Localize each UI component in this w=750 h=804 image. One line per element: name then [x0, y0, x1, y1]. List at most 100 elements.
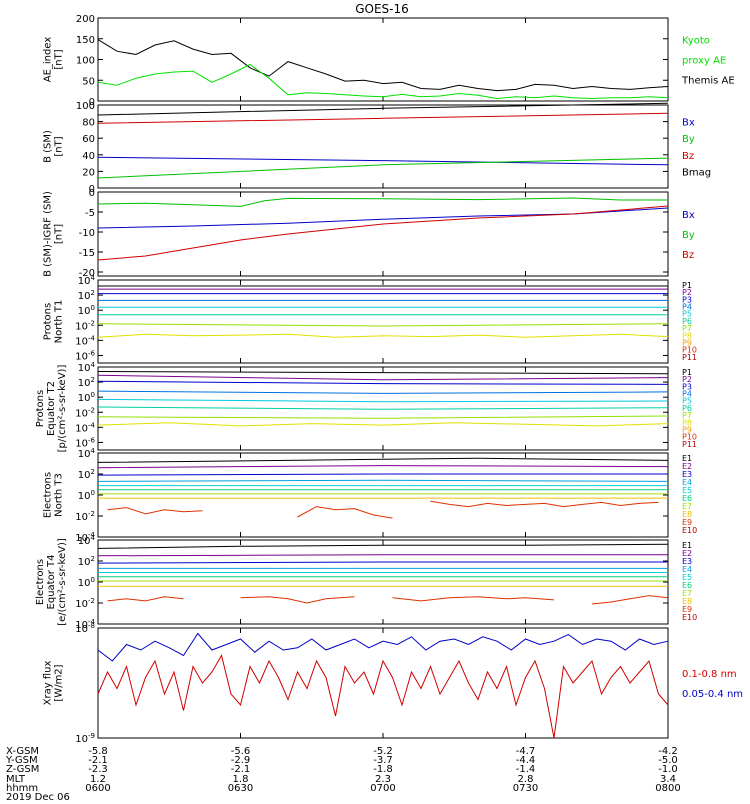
legend-entry: P10 [682, 346, 697, 355]
y-tick-label: -20 [79, 268, 95, 279]
y-axis-label: North T3 [54, 473, 65, 517]
series-line-p3 [97, 380, 669, 385]
y-axis-label: Equator T2 [46, 381, 57, 436]
legend-entry: P3 [682, 295, 692, 304]
series-line-kyoto-proxy-ae [97, 63, 669, 100]
y-axis-label: Xray flux [43, 661, 54, 706]
legend-entry: E9 [682, 605, 692, 614]
ephemeris-value: -2.1 [88, 755, 108, 766]
y-tick-label: 10-4 [75, 421, 95, 434]
legend-entry: E9 [682, 518, 692, 527]
series-line-p1 [97, 371, 669, 375]
series-line-bx [97, 207, 669, 229]
y-axis-label: Protons [35, 390, 46, 427]
legend-entry: 0.1-0.8 nm [682, 669, 737, 680]
ephemeris-value: 2.8 [518, 774, 534, 785]
panel-frame [97, 17, 669, 102]
legend-entry: P4 [682, 390, 692, 399]
y-tick-label: 104 [78, 534, 96, 547]
panel-3: -20 -15 -10 -5 0 B (SM)-IGRF (SM) [nT] Bx By Bz [43, 188, 695, 279]
y-tick-label: 0 [89, 97, 95, 108]
ephemeris-row-label: MLT [6, 774, 26, 785]
ephemeris-value: 0600 [85, 783, 110, 794]
legend-entry: P8 [682, 418, 692, 427]
ephemeris-value: -2.3 [88, 764, 108, 775]
ephemeris-value: 3.4 [660, 774, 676, 785]
y-tick-label: 60 [82, 134, 95, 145]
legend-entry: Bz [682, 250, 694, 261]
y-axis-label: AE_index [43, 37, 54, 83]
legend-entry: P8 [682, 331, 692, 340]
legend-entry: By [682, 230, 695, 241]
series-line-p2 [97, 374, 669, 381]
y-axis-label: Electrons [35, 559, 46, 605]
series-line-bz [97, 205, 669, 261]
y-tick-label: 10-9 [75, 732, 95, 745]
legend-entry: E8 [682, 597, 692, 606]
legend-entry: P2 [682, 288, 692, 297]
ephemeris-value: -5.6 [231, 746, 251, 757]
y-axis-label: [nT] [54, 224, 65, 244]
legend-entry: Kyoto [682, 36, 710, 47]
legend-entry: Bx [682, 210, 695, 221]
legend-entry: E4 [682, 565, 692, 574]
series-line-e9c [392, 596, 555, 602]
y-tick-label: 40 [82, 151, 95, 162]
series-line-bz [97, 112, 669, 124]
series-line-bx [97, 156, 669, 166]
legend-entry: E3 [682, 557, 692, 566]
y-tick-label: 10-2 [75, 319, 95, 332]
y-tick-label: 100 [78, 489, 95, 502]
y-tick-label: 104 [78, 274, 96, 287]
y-tick-label: 100 [76, 56, 95, 67]
series-line-e2 [97, 465, 669, 469]
legend-entry: By [682, 134, 695, 145]
legend-entry: E1 [682, 541, 692, 550]
ephemeris-row-label: Z-GSM [6, 764, 39, 775]
y-tick-label: 0 [89, 188, 95, 199]
y-tick-label: 100 [78, 576, 95, 589]
y-axis-label: [e/(cm²-s-sr-keV)] [57, 538, 68, 626]
ephemeris-row-label: hhmm [6, 783, 38, 794]
y-axis-label: B (SM)-IGRF (SM) [43, 191, 54, 277]
legend-entry: Bmag [682, 167, 711, 178]
panel-2: 0 20 40 60 80 100 B (SM) [nT] Bx By Bz Bmag [43, 101, 712, 195]
y-tick-label: 102 [78, 289, 95, 302]
legend-entry: Themis AE [681, 76, 735, 87]
series-line-p8 [97, 422, 669, 427]
y-tick-label: 0 [89, 184, 95, 195]
legend-entry: P4 [682, 303, 692, 312]
y-tick-label: -5 [85, 208, 95, 219]
legend-entry: P11 [682, 440, 697, 449]
ephemeris-row-label: X-GSM [6, 746, 39, 757]
y-tick-label: -15 [79, 248, 95, 259]
legend-entry: P5 [682, 310, 692, 319]
ephemeris-table: X-GSM -5.8 -5.6 -5.2 -4.7 -4.2Y-GSM -2.1 -2.9 -3… [5, 746, 681, 803]
series-line-p7 [97, 323, 669, 327]
legend-entry: E2 [682, 462, 692, 471]
series-line-e4 [97, 479, 669, 482]
legend-entry: E4 [682, 478, 692, 487]
ephemeris-value: 1.2 [90, 774, 106, 785]
y-tick-label: 100 [76, 101, 95, 112]
ephemeris-value: -1.4 [516, 764, 536, 775]
ephemeris-value: -5.0 [658, 755, 678, 766]
legend-entry: P6 [682, 317, 692, 326]
ephemeris-date: 2019 Dec 06 [6, 792, 70, 800]
series-line-e2 [97, 554, 668, 557]
series-line-e1 [97, 457, 669, 463]
legend-entry: E10 [682, 526, 697, 535]
legend-entry: E2 [682, 549, 692, 558]
y-tick-label: 150 [76, 35, 95, 46]
y-tick-label: 200 [76, 14, 95, 25]
ephemeris-value: 0800 [655, 783, 680, 794]
series-line-p8 [97, 333, 669, 338]
legend-entry: 0.05-0.4 nm [682, 689, 743, 700]
legend-entry: E8 [682, 510, 692, 519]
y-axis-label: [p/(cm²-s-sr-keV)] [57, 365, 68, 453]
ephemeris-value: -1.0 [658, 764, 678, 775]
